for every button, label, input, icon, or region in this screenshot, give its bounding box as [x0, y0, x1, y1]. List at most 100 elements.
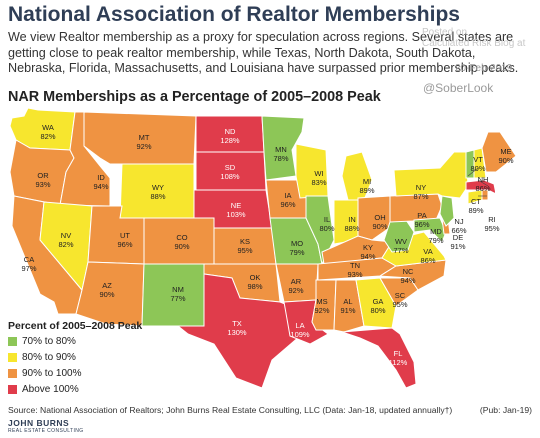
state-value-PA: 96%: [414, 220, 429, 229]
state-value-SC: 95%: [392, 300, 407, 309]
state-abbr-MI: MI: [363, 177, 371, 186]
state-abbr-PA: PA: [417, 211, 426, 220]
state-abbr-TN: TN: [350, 261, 360, 270]
state-abbr-AZ: AZ: [102, 281, 112, 290]
legend-item-90-100: 90% to 100%: [8, 366, 82, 380]
state-MD: [413, 217, 447, 243]
state-abbr-DE: DE: [453, 233, 463, 242]
state-abbr-KS: KS: [240, 237, 250, 246]
state-abbr-IL: IL: [324, 215, 330, 224]
state-abbr-WY: WY: [152, 183, 164, 192]
state-abbr-MA: MA: [494, 189, 505, 198]
page-title: National Association of Realtor Membersh…: [8, 3, 460, 26]
state-value-GA: 80%: [370, 306, 385, 315]
state-MN: [261, 115, 305, 181]
state-value-CA: 97%: [21, 264, 36, 273]
state-abbr-OK: OK: [250, 273, 261, 282]
state-value-NJ: 66%: [451, 226, 466, 235]
state-value-NM: 77%: [170, 294, 185, 303]
legend-swatch-red: [8, 384, 17, 394]
state-value-OK: 98%: [247, 282, 262, 291]
state-abbr-OH: OH: [374, 213, 385, 222]
state-value-IL: 80%: [319, 224, 334, 233]
state-abbr-AR: AR: [291, 277, 302, 286]
state-labels: WA82%OR93%CA97%ID94%NV82%MT92%WY88%UT96%…: [21, 123, 513, 367]
state-value-RI: 95%: [484, 224, 499, 233]
map-title: NAR Memberships as a Percentage of 2005–…: [8, 89, 381, 105]
state-value-WI: 83%: [311, 178, 326, 187]
state-abbr-MN: MN: [275, 145, 287, 154]
posted-date: 20-Feb-2019: [455, 63, 513, 74]
legend-label: 90% to 100%: [22, 367, 82, 379]
state-abbr-KY: KY: [363, 243, 373, 252]
state-abbr-MS: MS: [316, 297, 327, 306]
state-abbr-AL: AL: [343, 297, 352, 306]
state-value-MT: 92%: [136, 142, 151, 151]
state-value-MD: 79%: [428, 236, 443, 245]
state-abbr-IA: IA: [284, 191, 291, 200]
state-value-MS: 92%: [314, 306, 329, 315]
state-value-ME: 90%: [498, 156, 513, 165]
state-value-NE: 103%: [226, 210, 246, 219]
state-value-KY: 94%: [360, 252, 375, 261]
watermark-blog: Calculated Risk Blog at: [422, 38, 526, 49]
state-value-OH: 90%: [372, 222, 387, 231]
legend-swatch-orange: [8, 368, 17, 378]
state-abbr-WV: WV: [395, 237, 407, 246]
legend-item-80-90: 80% to 90%: [8, 350, 76, 364]
state-abbr-VA: VA: [423, 247, 432, 256]
state-value-MA: 105%: [490, 198, 510, 207]
state-abbr-WI: WI: [314, 169, 323, 178]
state-value-MN: 78%: [273, 154, 288, 163]
state-value-NC: 94%: [400, 276, 415, 285]
state-value-MO: 79%: [289, 248, 304, 257]
state-abbr-VT: VT: [473, 155, 483, 164]
state-abbr-OR: OR: [37, 171, 49, 180]
state-abbr-UT: UT: [120, 231, 130, 240]
state-value-TX: 130%: [227, 328, 247, 337]
state-value-UT: 96%: [117, 240, 132, 249]
state-value-KS: 95%: [237, 246, 252, 255]
logo-sub-text: REAL ESTATE CONSULTING: [8, 428, 84, 434]
state-value-IN: 88%: [344, 224, 359, 233]
description-text: We view Realtor membership as a proxy fo…: [8, 30, 519, 75]
state-abbr-ME: ME: [500, 147, 511, 156]
legend-label: 70% to 80%: [22, 335, 76, 347]
state-value-DE: 91%: [450, 242, 465, 251]
state-value-AZ: 90%: [99, 290, 114, 299]
logo-main-text: JOHN BURNS: [8, 418, 70, 428]
state-abbr-MO: MO: [291, 239, 303, 248]
state-value-CO: 90%: [174, 242, 189, 251]
legend-swatch-green: [8, 336, 17, 346]
state-GA: [355, 277, 397, 329]
state-ME: [481, 131, 517, 173]
state-value-LA: 109%: [290, 330, 310, 339]
state-abbr-NC: NC: [403, 267, 414, 276]
state-abbr-NV: NV: [61, 231, 71, 240]
state-value-ID: 94%: [93, 182, 108, 191]
source-note: Source: National Association of Realtors…: [8, 405, 453, 415]
state-abbr-CA: CA: [24, 255, 34, 264]
state-value-VA: 86%: [420, 256, 435, 265]
state-TX: [176, 273, 301, 389]
state-abbr-NJ: NJ: [454, 217, 463, 226]
state-abbr-NY: NY: [416, 183, 426, 192]
state-AL: [333, 279, 365, 333]
legend-item-above-100: Above 100%: [8, 382, 79, 396]
state-value-CT: 89%: [468, 206, 483, 215]
state-OH: [357, 195, 393, 241]
state-value-NV: 82%: [58, 240, 73, 249]
state-abbr-SC: SC: [395, 291, 406, 300]
state-abbr-IN: IN: [348, 215, 356, 224]
legend-label: Above 100%: [22, 383, 79, 395]
state-abbr-LA: LA: [295, 321, 304, 330]
state-value-WV: 77%: [393, 246, 408, 255]
state-value-NH: 86%: [475, 184, 490, 193]
state-value-SD: 108%: [220, 172, 240, 181]
state-value-IA: 96%: [280, 200, 295, 209]
state-value-AL: 91%: [340, 306, 355, 315]
company-logo: JOHN BURNS REAL ESTATE CONSULTING: [8, 418, 84, 435]
state-abbr-NE: NE: [231, 201, 241, 210]
state-value-WA: 82%: [40, 132, 55, 141]
